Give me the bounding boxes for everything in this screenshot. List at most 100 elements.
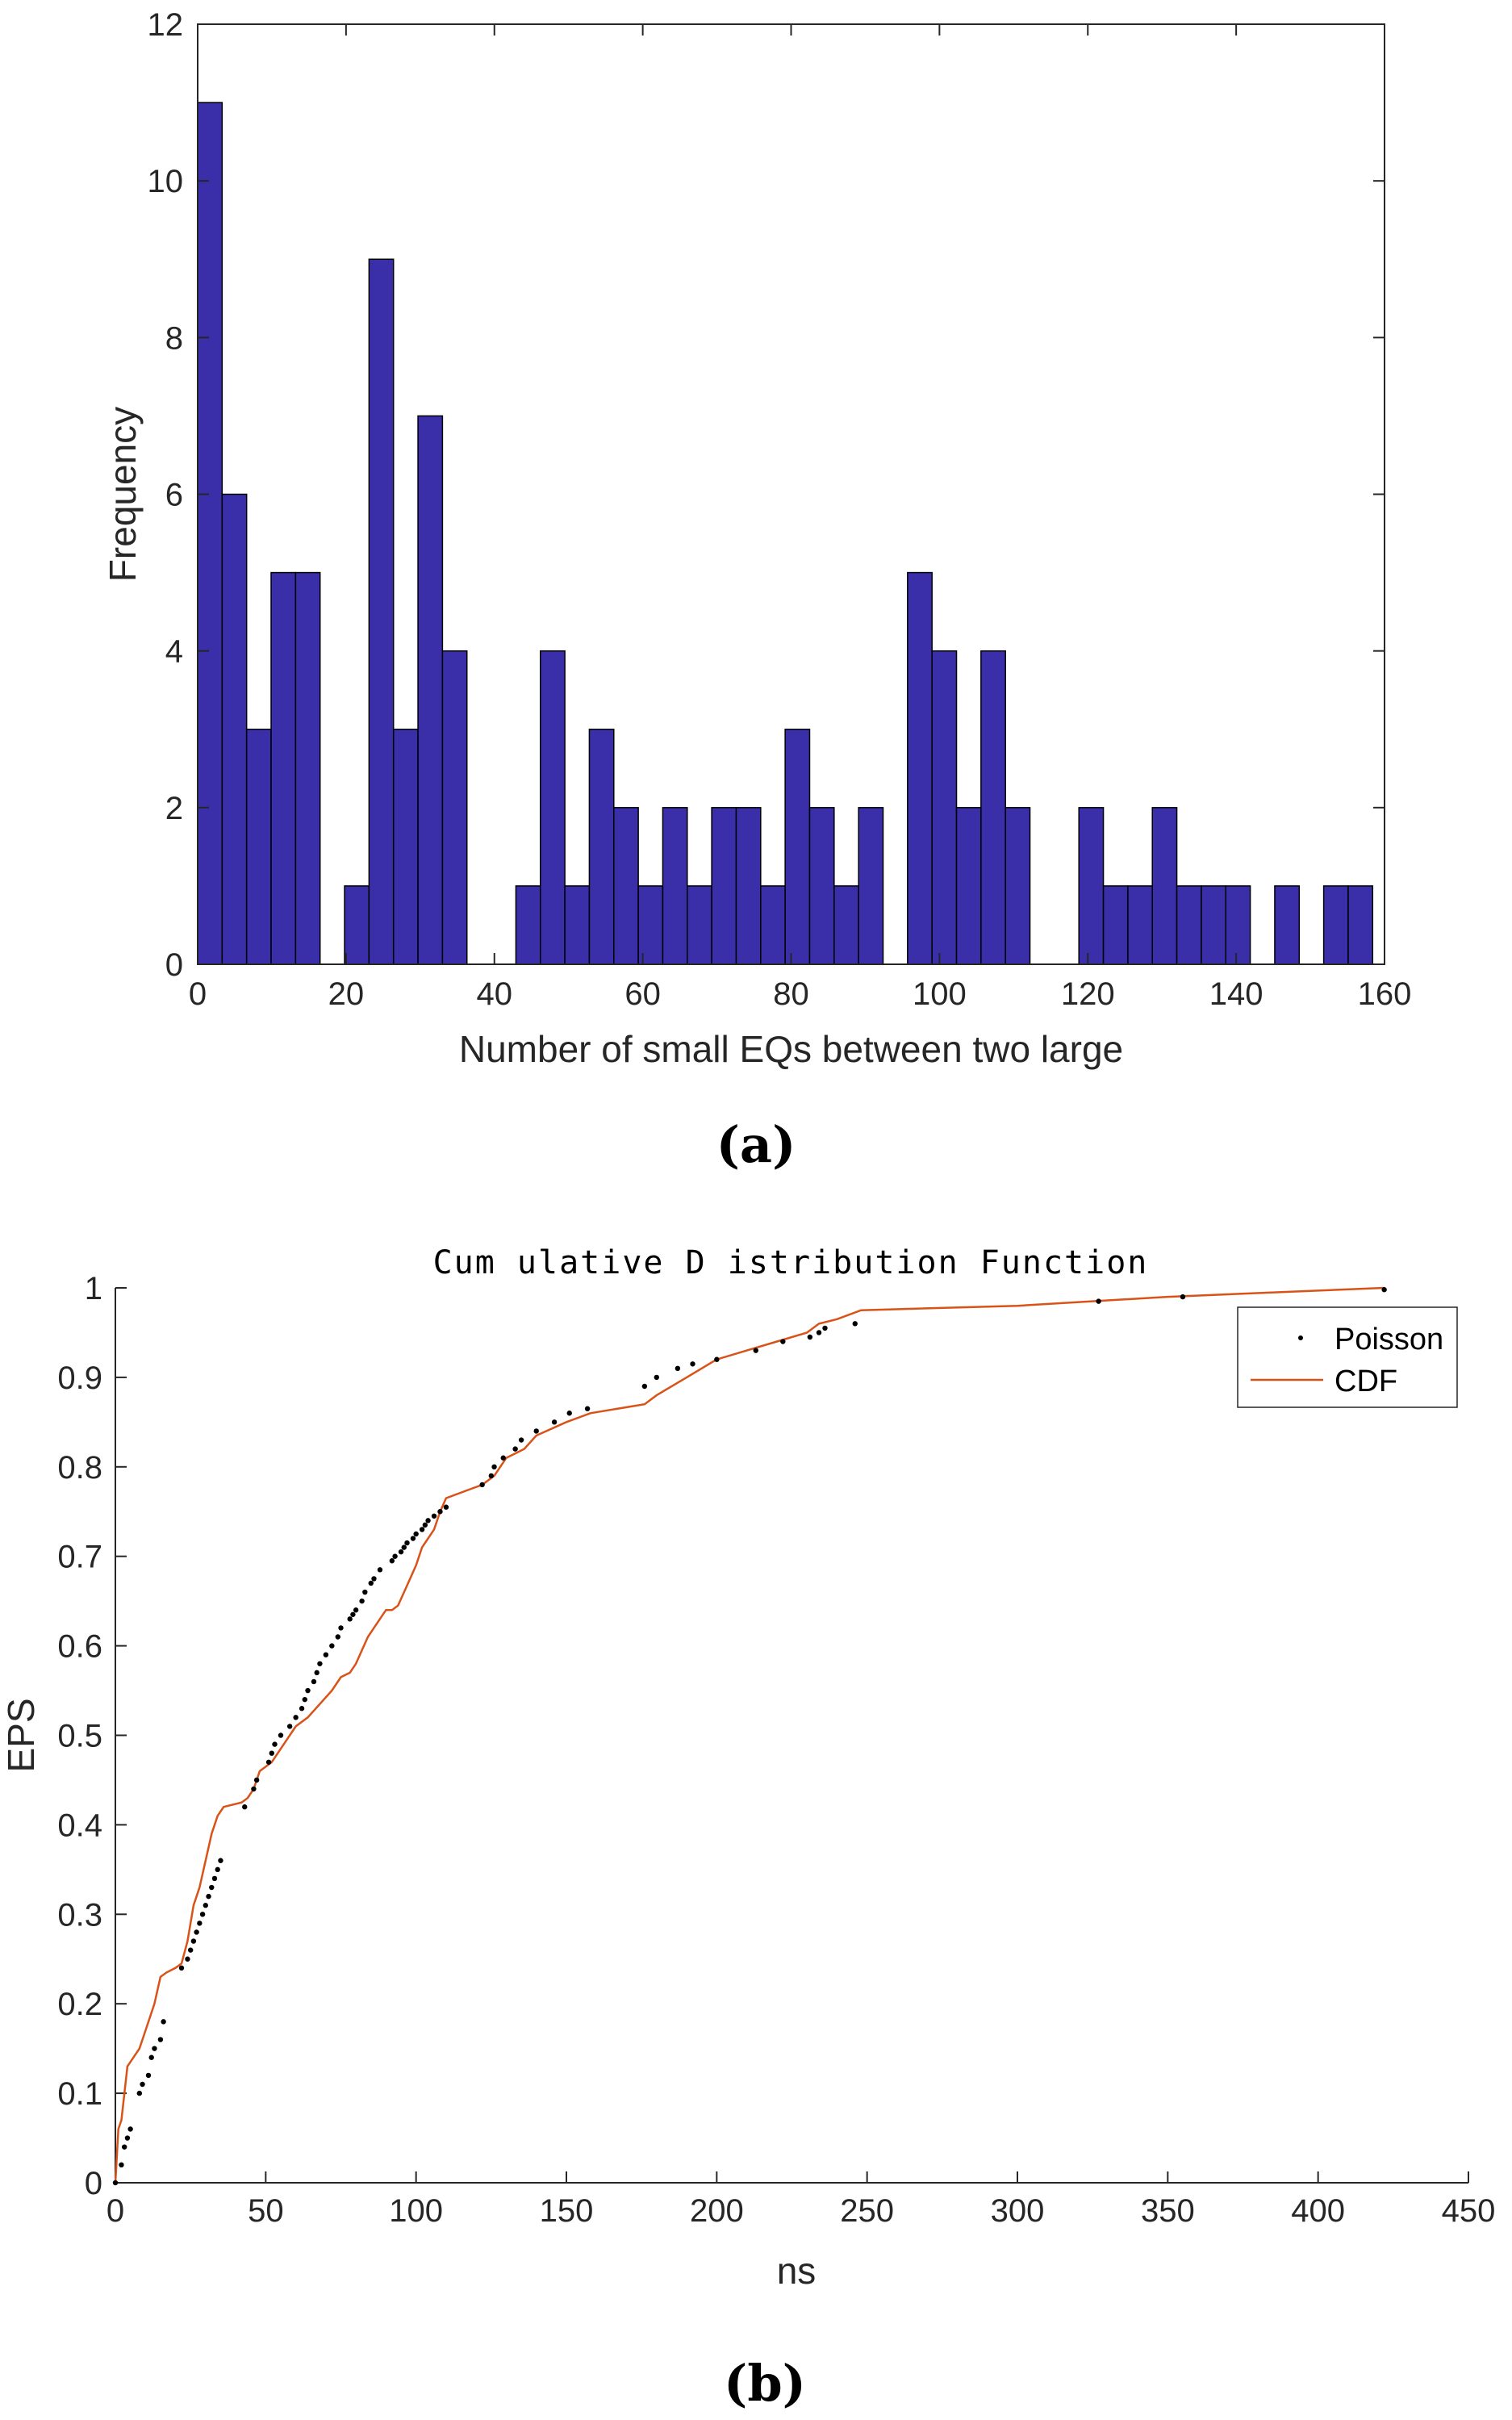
poisson-point: [518, 1437, 524, 1443]
poisson-point: [185, 1956, 190, 1962]
histogram-bar: [1201, 885, 1227, 965]
x-tick-label: 200: [690, 2193, 744, 2229]
histogram-bar: [344, 885, 370, 965]
poisson-point: [377, 1567, 383, 1573]
cdf-line: [114, 1286, 1385, 2184]
chart-title: Cum ulative D istribution Function: [433, 1244, 1149, 1281]
poisson-point: [197, 1921, 203, 1926]
y-tick-label: 10: [148, 164, 184, 199]
y-tick-label: 0.2: [57, 1987, 102, 2022]
histogram-bar: [711, 807, 737, 965]
poisson-point: [278, 1732, 284, 1738]
panel-label-a: (a): [716, 1115, 796, 1174]
x-tick-label: 0: [107, 2193, 124, 2229]
poisson-point: [431, 1513, 437, 1519]
poisson-point: [371, 1576, 377, 1582]
x-tick-label: 160: [1358, 976, 1412, 1012]
poisson-points: [112, 1287, 1387, 2186]
y-tick-label: 6: [165, 478, 183, 513]
poisson-point: [335, 1634, 340, 1640]
poisson-point: [404, 1540, 410, 1546]
histogram-bar: [1322, 885, 1349, 965]
poisson-point: [199, 1912, 206, 1917]
histogram-bar: [955, 807, 982, 965]
x-tick-label: 450: [1442, 2193, 1496, 2229]
histogram-bar: [1127, 885, 1153, 965]
x-tick-label: 50: [248, 2193, 284, 2229]
histogram-bar: [1151, 807, 1178, 965]
chart-b: Cum ulative D istribution Function 0 50 10…: [0, 1244, 1495, 2413]
histogram-bar: [294, 571, 321, 965]
x-tick-label: 140: [1209, 976, 1263, 1012]
histogram-bar: [1005, 807, 1031, 965]
poisson-point: [242, 1804, 248, 1810]
poisson-point: [124, 2135, 131, 2141]
x-tick-label: 250: [840, 2193, 894, 2229]
poisson-point: [1180, 1294, 1186, 1300]
histogram-bar: [197, 102, 223, 965]
poisson-point: [822, 1325, 828, 1331]
histogram-bar: [662, 807, 688, 965]
poisson-point: [398, 1549, 404, 1555]
poisson-point: [347, 1616, 353, 1622]
poisson-point: [299, 1706, 305, 1712]
histogram-bar: [833, 885, 859, 965]
poisson-point: [392, 1553, 398, 1559]
histogram-bar: [392, 729, 419, 965]
histogram-bar: [270, 571, 297, 965]
poisson-point: [654, 1374, 659, 1381]
y-axis-label: EPS: [0, 1698, 42, 1772]
poisson-point: [714, 1356, 720, 1362]
poisson-point: [807, 1334, 813, 1340]
histogram-bar: [1274, 885, 1301, 965]
poisson-point: [368, 1580, 374, 1586]
histogram-bar: [1102, 885, 1129, 965]
poisson-point: [148, 2054, 154, 2060]
poisson-point: [389, 1558, 395, 1564]
poisson-point: [675, 1365, 681, 1372]
y-tick-label: 0.7: [57, 1540, 102, 1575]
poisson-point: [350, 1611, 356, 1617]
poisson-point: [500, 1455, 506, 1461]
y-tick-label: 8: [165, 320, 183, 356]
poisson-point: [566, 1411, 572, 1416]
poisson-point: [512, 1446, 518, 1452]
histogram-bar: [858, 807, 884, 965]
histogram-bar: [931, 650, 958, 965]
bar-series: [197, 102, 1374, 965]
y-tick-label: 12: [148, 7, 184, 43]
y-axis-ticks: 0 0.1 0.2 0.3 0.4 0.5 0.6 0.7 0.8 0.9 1: [57, 1271, 127, 2201]
histogram-bar: [687, 885, 712, 965]
poisson-point: [187, 1947, 194, 1953]
histogram-bar: [441, 650, 468, 965]
chart-a: 0 20 40 60 80 100 120 140 160 0 2 4 6 8 10 12 Number o…: [102, 7, 1411, 1174]
poisson-point: [119, 2162, 124, 2168]
x-tick-label: 150: [540, 2193, 594, 2229]
poisson-point: [311, 1678, 317, 1685]
x-tick-label: 350: [1141, 2193, 1195, 2229]
poisson-point: [641, 1383, 648, 1390]
x-tick-label: 0: [189, 976, 207, 1012]
y-tick-label: 0.8: [57, 1450, 102, 1486]
y-axis-label: Frequency: [102, 407, 144, 582]
y-axis-ticks: 0 2 4 6 8 10 12: [148, 7, 1385, 983]
histogram-bar: [637, 885, 664, 965]
poisson-point: [488, 1473, 495, 1479]
histogram-bar: [1078, 807, 1105, 965]
x-axis-ticks: 0 50 100 150 200 250 300 350 400 450: [107, 2171, 1496, 2229]
axes: [115, 1288, 1468, 2184]
poisson-point: [551, 1419, 558, 1425]
x-tick-label: 100: [913, 976, 967, 1012]
histogram-bar: [907, 571, 933, 965]
x-axis-ticks: 0 20 40 60 80 100 120 140 160: [189, 24, 1412, 1012]
histogram-bar: [735, 807, 762, 965]
x-axis-label: Number of small EQs between two large: [459, 1028, 1123, 1070]
poisson-point: [152, 2046, 157, 2051]
x-tick-label: 100: [389, 2193, 443, 2229]
poisson-point: [419, 1527, 425, 1532]
x-axis-label: ns: [777, 2250, 817, 2292]
poisson-point: [584, 1406, 591, 1411]
poisson-point: [425, 1518, 431, 1523]
poisson-point: [127, 2126, 133, 2132]
poisson-point: [323, 1652, 329, 1657]
